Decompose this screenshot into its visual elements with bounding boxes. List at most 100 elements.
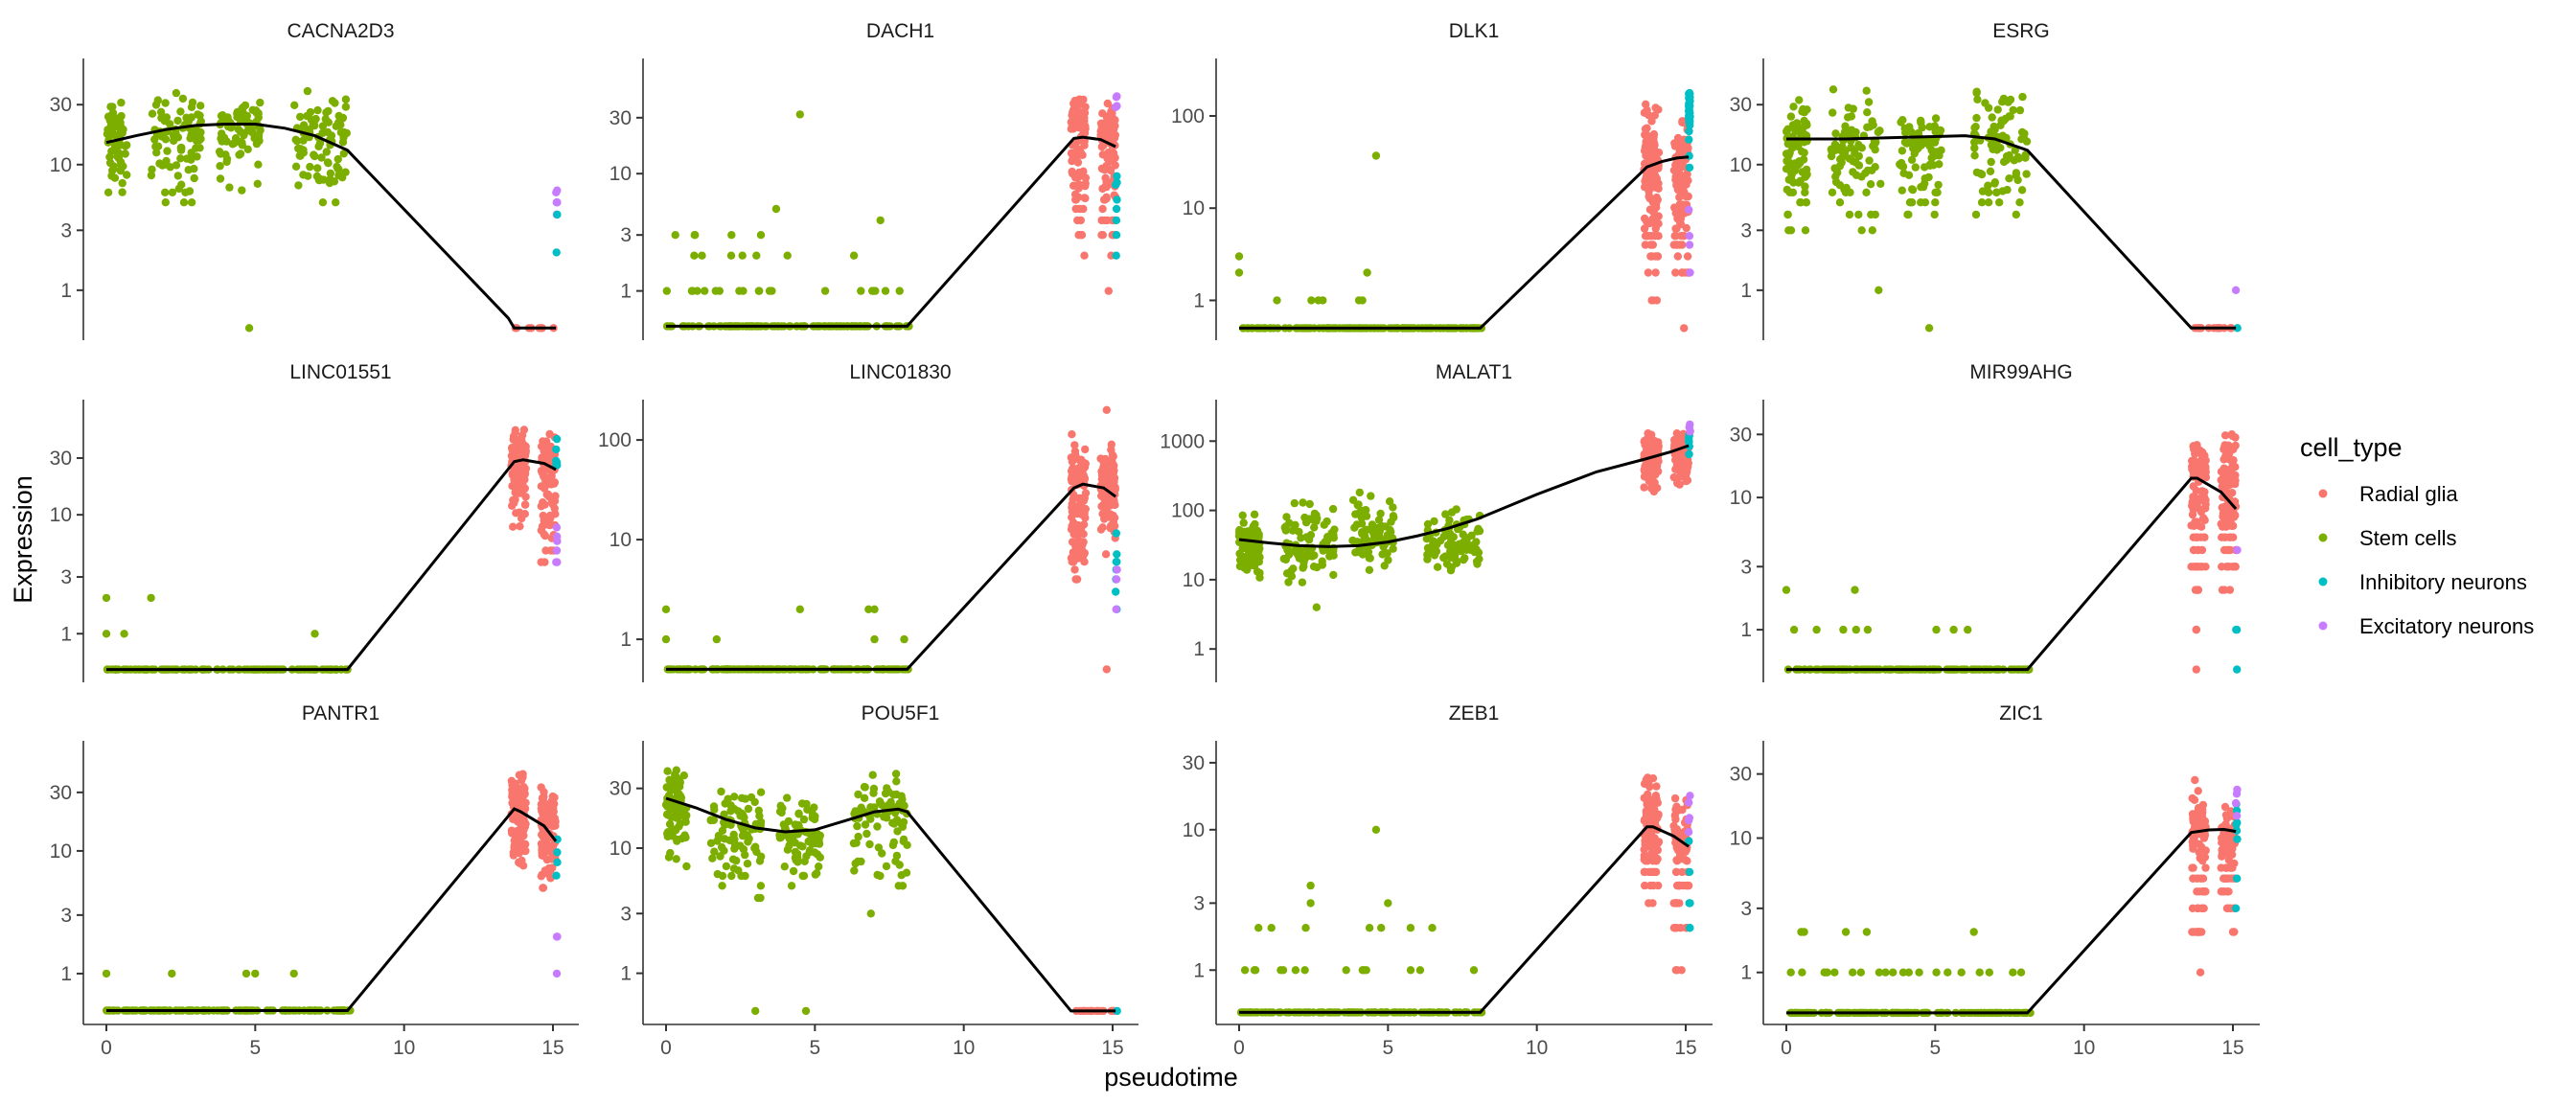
data-point	[105, 158, 115, 168]
panel-title: LINC01830	[849, 361, 951, 383]
x-tick-label: 0	[1233, 1037, 1245, 1059]
data-point	[1671, 160, 1680, 170]
data-point	[2231, 904, 2241, 912]
data-point	[1984, 188, 1993, 196]
data-point	[810, 848, 819, 857]
panel-title: MALAT1	[1436, 361, 1512, 383]
data-point	[1990, 179, 1999, 188]
data-point	[118, 188, 126, 196]
data-point	[1849, 104, 1858, 113]
data-point	[713, 837, 722, 845]
data-point	[1671, 867, 1681, 877]
data-point	[196, 102, 205, 110]
data-point	[117, 111, 126, 121]
data-point	[661, 634, 671, 644]
y-tick-label: 1	[1193, 959, 1205, 981]
data-point	[1685, 163, 1694, 172]
data-point	[303, 86, 312, 96]
legend-item: Inhibitory neurons	[2318, 570, 2527, 594]
data-point	[860, 794, 869, 802]
data-point	[1439, 553, 1448, 563]
data-point	[193, 152, 201, 161]
data-point	[1647, 484, 1656, 493]
data-point	[548, 807, 558, 816]
data-point	[2015, 198, 2024, 207]
data-point	[1685, 449, 1693, 459]
data-point	[318, 122, 328, 130]
data-point	[1099, 463, 1108, 472]
data-point	[1654, 184, 1663, 193]
data-point	[1646, 816, 1655, 825]
data-point	[163, 147, 172, 155]
data-point	[876, 798, 885, 807]
data-point	[1373, 530, 1383, 540]
data-point	[1389, 503, 1397, 512]
data-point	[323, 158, 333, 167]
points	[103, 86, 562, 333]
data-point	[881, 287, 890, 295]
data-point	[1783, 125, 1792, 133]
data-point	[539, 511, 547, 520]
y-tick-label: 30	[1730, 764, 1752, 786]
data-point	[104, 188, 113, 196]
data-point	[2188, 928, 2196, 936]
data-point	[1642, 809, 1651, 817]
data-point	[254, 133, 264, 142]
data-point	[1104, 287, 1114, 295]
y-tick-label: 30	[50, 94, 72, 116]
data-point	[1646, 867, 1656, 877]
data-point	[1862, 928, 1872, 936]
data-point	[800, 857, 809, 865]
data-point	[121, 150, 129, 158]
data-point	[1096, 525, 1106, 534]
data-point	[552, 456, 561, 465]
data-point	[865, 840, 874, 849]
data-point	[870, 803, 879, 812]
data-point	[1798, 968, 1806, 977]
data-point	[1917, 183, 1925, 192]
data-point	[339, 150, 348, 158]
data-point	[1680, 324, 1689, 333]
data-point	[2218, 533, 2226, 541]
data-point	[1684, 106, 1693, 115]
data-point	[1842, 183, 1851, 193]
data-point	[2190, 457, 2199, 466]
panel-title: CACNA2D3	[287, 20, 394, 42]
data-point	[552, 969, 562, 978]
data-point	[102, 630, 111, 638]
data-point	[1647, 797, 1657, 806]
x-tick-label: 15	[1101, 1037, 1123, 1059]
data-point	[1854, 141, 1863, 150]
data-point	[238, 186, 246, 195]
data-point	[724, 794, 732, 803]
data-point	[174, 184, 183, 194]
data-point	[1671, 441, 1680, 450]
data-point	[196, 127, 205, 137]
data-point	[1646, 232, 1655, 241]
data-point	[1987, 140, 1996, 150]
y-tick-label: 1	[1740, 619, 1752, 641]
data-point	[743, 860, 752, 868]
data-point	[2194, 787, 2202, 795]
data-point	[1930, 210, 1939, 219]
data-point	[1828, 85, 1838, 94]
data-point	[1644, 473, 1654, 483]
y-tick-label: 10	[1730, 828, 1752, 850]
data-point	[1648, 296, 1658, 305]
data-point	[870, 605, 879, 613]
data-point	[334, 154, 342, 164]
x-tick-label: 0	[101, 1037, 112, 1059]
data-point	[539, 466, 547, 475]
data-point	[313, 164, 322, 172]
data-point	[816, 853, 824, 862]
data-point	[296, 112, 305, 122]
data-point	[1784, 150, 1793, 160]
data-point	[853, 821, 862, 831]
data-point	[2223, 451, 2233, 461]
data-point	[1312, 603, 1322, 611]
data-point	[1112, 103, 1120, 112]
data-point	[2013, 175, 2022, 185]
